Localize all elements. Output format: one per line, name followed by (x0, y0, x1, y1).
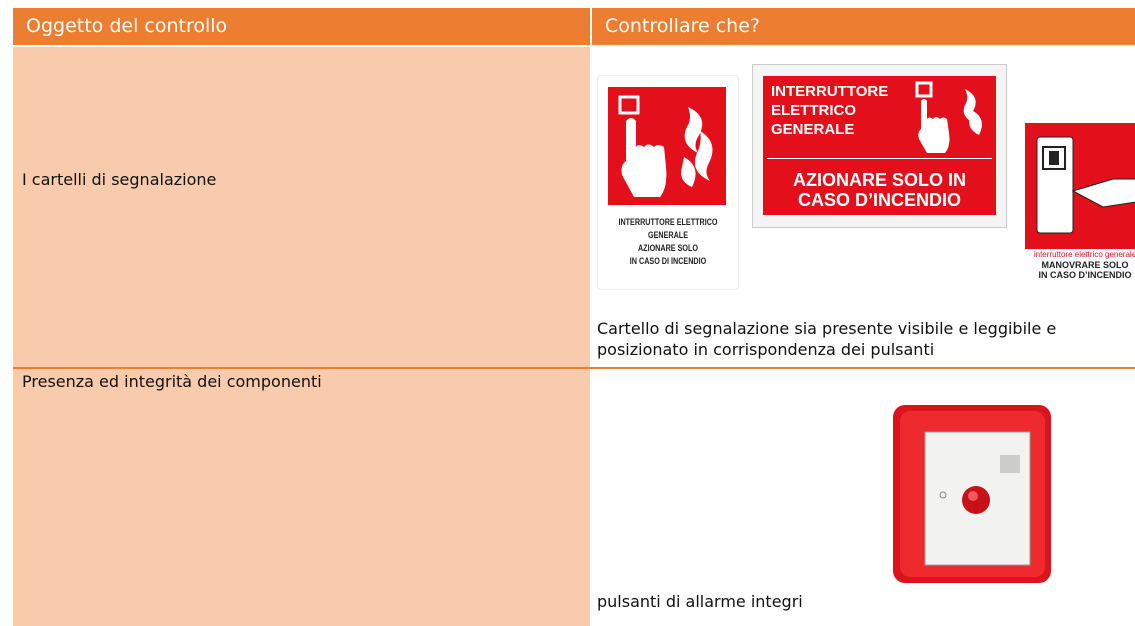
sign-text: interruttore elettrico generale (1033, 250, 1135, 259)
header-cell: Oggetto del controllo (13, 8, 590, 45)
sign-text: IN CASO D’INCENDIO (1038, 270, 1132, 280)
sign: interruttore elettrico generale MANOVRAR… (1025, 123, 1135, 283)
sign-text: AZIONARE SOLO IN (792, 170, 966, 190)
cell-text: Cartello di segnalazione sia presente vi… (597, 319, 1057, 338)
sign-text: CASO D’INCENDIO (797, 190, 961, 210)
sign-text: INTERRUTTORE (771, 83, 889, 100)
sign-icon (915, 81, 982, 153)
sign-icon (608, 87, 726, 205)
row-separator (13, 367, 1135, 369)
alarm-button-image (893, 405, 1051, 583)
sign-text: GENERALE (647, 230, 688, 240)
cell-text: pulsanti di allarme integri (597, 592, 803, 611)
sign-text: AZIONARE SOLO (637, 243, 698, 253)
sign-icon (1036, 136, 1135, 234)
cell-text: posizionato in corrispondenza dei pulsan… (597, 340, 935, 359)
sign: INTERRUTTORE ELETTRICO GENERALE AZIONARE… (597, 75, 739, 290)
cell-text: I cartelli di segnalazione (22, 170, 217, 189)
sign-text: ELETTRICO (771, 102, 856, 119)
sign: INTERRUTTORE ELETTRICO GENERALE AZIONARE… (752, 64, 1007, 228)
sign-text: IN CASO DI INCENDIO (629, 256, 707, 266)
sign-text: INTERRUTTORE ELETTRICO (618, 217, 718, 227)
cell (13, 47, 590, 367)
sign-text: MANOVRARE SOLO (1041, 260, 1129, 270)
cell-text: Presenza ed integrità dei componenti (22, 372, 322, 391)
cell (13, 369, 590, 626)
header-cell: Controllare che? (592, 8, 1135, 45)
sign-text: GENERALE (771, 121, 855, 138)
